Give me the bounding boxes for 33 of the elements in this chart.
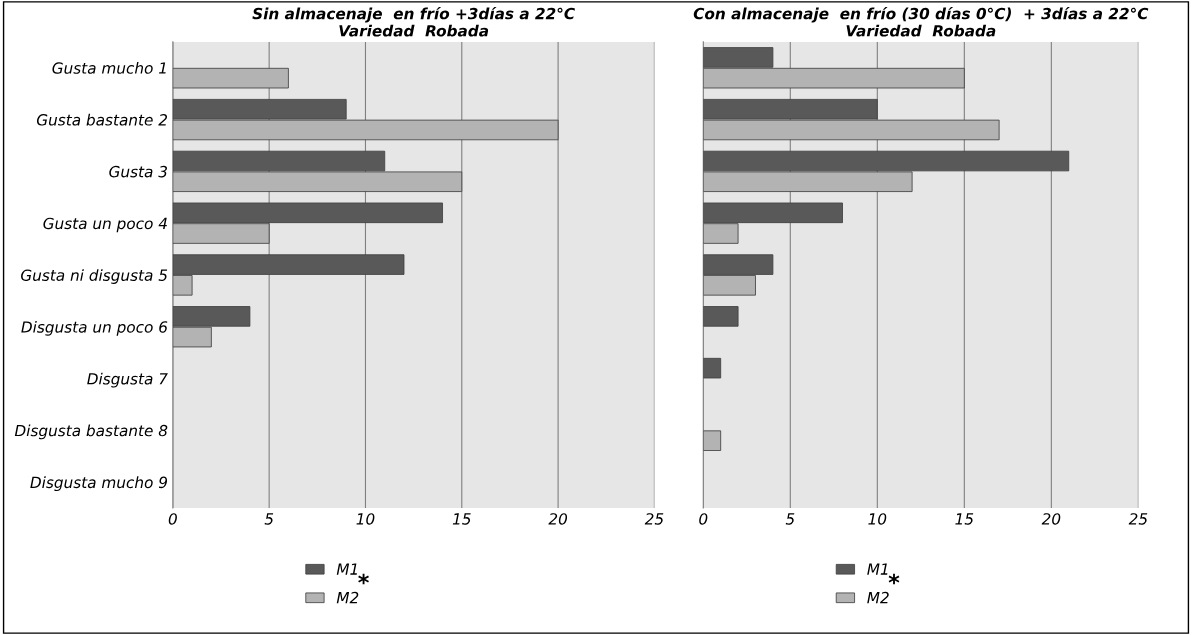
y-tick-label: Gusta mucho 1 xyxy=(52,62,166,74)
text: * xyxy=(888,573,900,585)
legend-label: M2 xyxy=(867,591,889,604)
y-tick-label: Gusta un poco 4 xyxy=(43,217,167,233)
legend-label: M1 xyxy=(336,563,357,575)
y-tick-label: Gusta 3 xyxy=(109,165,167,178)
legend-label: M1 xyxy=(867,563,888,575)
x-tick-label: 10 xyxy=(868,513,887,525)
bar xyxy=(703,306,739,327)
x-tick-label: 0 xyxy=(168,513,177,525)
bar xyxy=(703,357,722,379)
x-tick-label: 15 xyxy=(452,513,471,525)
x-tick-label: 25 xyxy=(644,513,664,525)
x-tick-label: 25 xyxy=(1128,513,1148,525)
x-tick-label: 5 xyxy=(785,513,795,525)
x-tick-label: 0 xyxy=(699,513,708,525)
bar xyxy=(172,67,289,89)
x-tick-label: 5 xyxy=(264,513,274,525)
y-tick-label: Gusta ni disgusta 5 xyxy=(21,269,168,284)
y-tick-label: Gusta bastante 2 xyxy=(36,113,168,126)
bar xyxy=(703,430,722,451)
y-tick-label: Disgusta 7 xyxy=(87,372,168,388)
legend-label: M2 xyxy=(336,591,359,604)
y-tick-label: Disgusta un poco 6 xyxy=(21,320,168,336)
chart-title: Sin almacenaje en frío +3días a 22°C Variedad Robada xyxy=(252,6,575,37)
x-tick-label: 20 xyxy=(1041,513,1061,525)
y-tick-label: Disgusta bastante 8 xyxy=(14,424,168,440)
chart-title: Con almacenaje en frío (30 días 0°C) + 3días a 22°C Variedad Robada xyxy=(693,6,1149,37)
x-tick-label: 10 xyxy=(356,513,375,525)
x-tick-label: 15 xyxy=(955,513,974,525)
y-tick-label: Disgusta mucho 9 xyxy=(30,476,168,492)
x-tick-label: 20 xyxy=(548,513,568,525)
text: * xyxy=(358,573,369,585)
